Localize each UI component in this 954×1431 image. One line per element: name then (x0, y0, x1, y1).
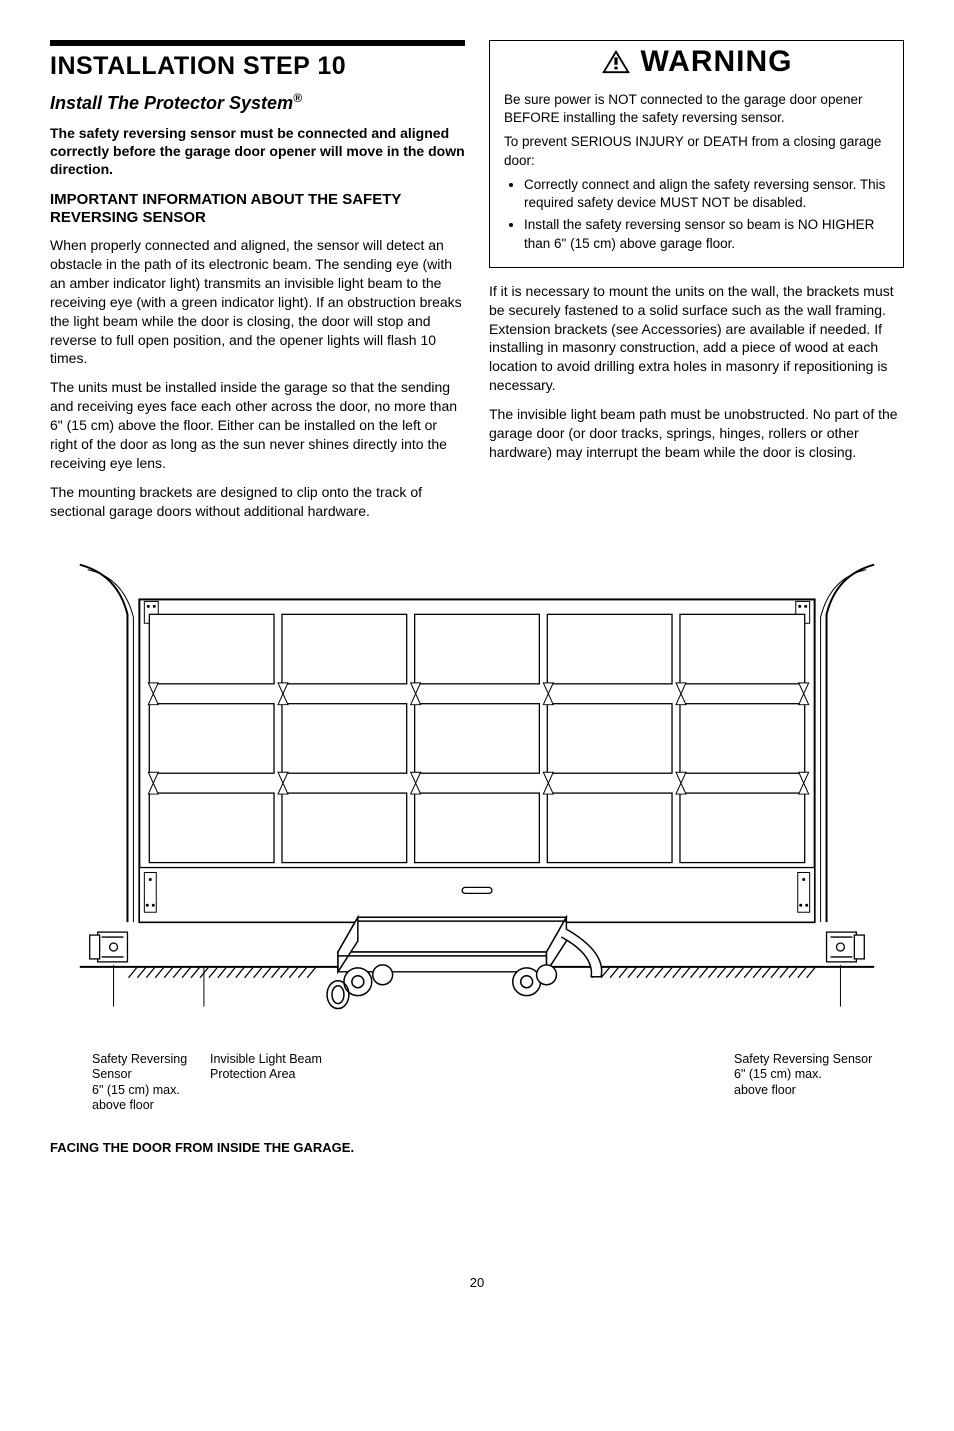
para-2: The units must be installed inside the g… (50, 378, 465, 472)
warning-header: WARNING (490, 41, 903, 85)
garage-door-diagram (50, 553, 904, 1053)
sensor-left (90, 932, 128, 962)
warning-label: WARNING (641, 45, 793, 79)
cap-left-3: above floor (92, 1098, 210, 1114)
cap-left-1: Safety Reversing Sensor (92, 1052, 210, 1083)
warning-box: WARNING Be sure power is NOT connected t… (489, 40, 904, 268)
caption-middle: Invisible Light Beam Protection Area (210, 1052, 370, 1115)
para-1: When properly connected and aligned, the… (50, 236, 465, 368)
section-rule (50, 40, 465, 46)
intro-bold: The safety reversing sensor must be conn… (50, 124, 465, 179)
cap-right-2: 6" (15 cm) max. (734, 1067, 884, 1083)
cap-right-1: Safety Reversing Sensor (734, 1052, 884, 1068)
page-number: 20 (50, 1275, 904, 1290)
warning-body: Be sure power is NOT connected to the ga… (490, 85, 903, 267)
warning-p1: Be sure power is NOT connected to the ga… (504, 91, 889, 127)
diagram-container: Safety Reversing Sensor 6" (15 cm) max. … (50, 553, 904, 1115)
subhead: IMPORTANT INFORMATION ABOUT THE SAFETY R… (50, 191, 465, 229)
para-3: The mounting brackets are designed to cl… (50, 483, 465, 521)
cap-right-3: above floor (734, 1083, 884, 1099)
cap-left-2: 6" (15 cm) max. (92, 1083, 210, 1099)
subtitle-text: Install The Protector System (50, 93, 293, 113)
warning-triangle-icon (601, 49, 631, 75)
cap-mid-2: Protection Area (210, 1067, 370, 1083)
diagram-captions: Safety Reversing Sensor 6" (15 cm) max. … (50, 1052, 904, 1115)
cap-mid-1: Invisible Light Beam (210, 1052, 370, 1068)
section-title: INSTALLATION STEP 10 (50, 52, 465, 81)
sensor-right (827, 932, 865, 962)
right-p2: The invisible light beam path must be un… (489, 405, 904, 462)
subsection-title: Install The Protector System® (50, 91, 465, 114)
registered-mark: ® (293, 91, 302, 105)
warning-bullet-2: Install the safety reversing sensor so b… (524, 216, 889, 252)
caption-left: Safety Reversing Sensor 6" (15 cm) max. … (50, 1052, 210, 1115)
caption-right: Safety Reversing Sensor 6" (15 cm) max. … (734, 1052, 904, 1115)
right-p1: If it is necessary to mount the units on… (489, 282, 904, 395)
warning-p2: To prevent SERIOUS INJURY or DEATH from … (504, 133, 889, 169)
cart-obstruction (327, 917, 602, 1008)
facing-note: FACING THE DOOR FROM INSIDE THE GARAGE. (50, 1140, 904, 1155)
warning-bullet-1: Correctly connect and align the safety r… (524, 176, 889, 212)
